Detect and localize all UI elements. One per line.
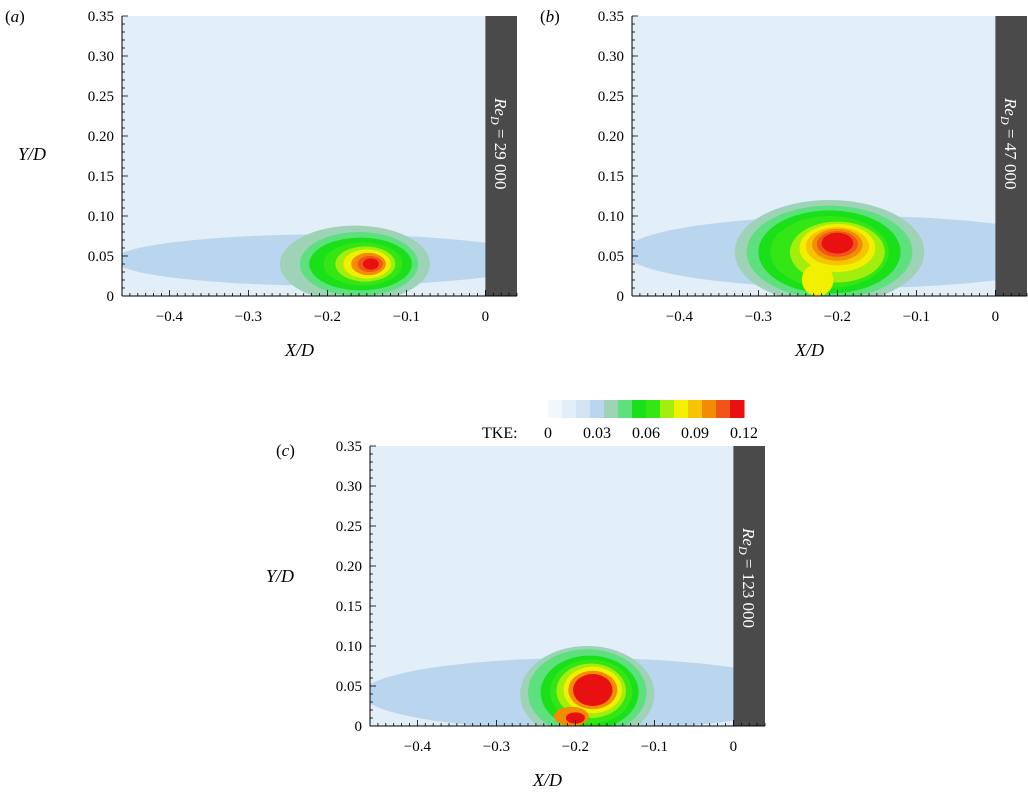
y-tick-label: 0.35 (598, 9, 624, 25)
y-tick-label: 0.15 (598, 169, 624, 185)
x-tick-label: 0 (992, 309, 1000, 325)
x-tick-label: −0.1 (393, 309, 420, 325)
y-axis-title: Y/D (266, 566, 294, 586)
y-tick-label: 0.05 (88, 249, 114, 265)
x-tick-label: −0.2 (314, 309, 341, 325)
panel-label: (b) (540, 7, 560, 26)
y-axis-title: Y/D (18, 144, 46, 164)
y-tick-label: 0.15 (336, 599, 362, 615)
x-tick-label: 0 (730, 739, 738, 755)
y-tick-label: 0.15 (88, 169, 114, 185)
colorbar-swatch (674, 400, 689, 418)
y-tick-label: 0.20 (336, 559, 362, 575)
tke-contour-level (573, 674, 613, 706)
tke-contour-level (821, 232, 854, 254)
colorbar-swatch (730, 400, 745, 418)
colorbar-swatch (548, 400, 563, 418)
cylinder-wall (485, 16, 517, 296)
colorbar-swatch (590, 400, 605, 418)
y-tick-label: 0.05 (336, 679, 362, 695)
tke-colorbar: TKE: 0 0.03 0.06 0.09 0.12 (482, 400, 758, 442)
x-tick-label: −0.1 (641, 739, 668, 755)
reynolds-annotation: ReD = 29 000 (488, 97, 510, 189)
colorbar-swatch (618, 400, 633, 418)
tke-contour-level (565, 712, 585, 724)
y-tick-label: 0.20 (598, 129, 624, 145)
colorbar-tick-label: 0.09 (681, 425, 709, 442)
y-tick-label: 0 (107, 289, 115, 305)
y-tick-label: 0.25 (88, 89, 114, 105)
x-tick-label: −0.4 (156, 309, 184, 325)
colorbar-title: TKE: (482, 425, 518, 442)
x-axis-title: X/D (532, 770, 562, 790)
colorbar-swatch (688, 400, 703, 418)
panel-b: ReD = 47 000 0 0.05 0.10 0.15 0.20 0.25 0.30 0.3… (540, 7, 1028, 360)
colorbar-swatch (576, 400, 591, 418)
reynolds-annotation: ReD = 47 000 (998, 97, 1020, 189)
reynolds-annotation: ReD = 123 000 (736, 527, 758, 628)
x-axis-title: X/D (284, 340, 314, 360)
colorbar-swatch (646, 400, 661, 418)
colorbar-swatch (632, 400, 647, 418)
colorbar-swatch (660, 400, 675, 418)
y-tick-label: 0.10 (88, 209, 114, 225)
y-tick-label: 0.35 (336, 439, 362, 455)
tke-contours (122, 225, 517, 296)
y-tick-label: 0.10 (598, 209, 624, 225)
y-tick-label: 0.35 (88, 9, 114, 25)
y-tick-label: 0.30 (598, 49, 624, 65)
panel-label: (c) (276, 441, 295, 460)
tke-contours (370, 646, 765, 726)
colorbar-tick-label: 0 (544, 425, 552, 442)
panel-label: (a) (5, 7, 25, 26)
x-tick-label: −0.3 (483, 739, 510, 755)
tke-contours (632, 200, 1027, 296)
colorbar-tick-label: 0.03 (583, 425, 611, 442)
colorbar-swatch (716, 400, 731, 418)
y-tick-label: 0.30 (336, 479, 362, 495)
colorbar-swatch (604, 400, 619, 418)
tke-contour-level (362, 258, 379, 270)
y-tick-label: 0.25 (598, 89, 624, 105)
x-tick-label: −0.4 (404, 739, 432, 755)
panel-c: ReD = 123 000 0 0.05 0.10 0.15 0.20 0.25 0.30 0.… (266, 439, 766, 790)
panel-a: ReD = 29 000 0 0.05 0.10 0.15 0.20 0.25 0.30 0.3… (5, 7, 518, 360)
x-tick-label: −0.3 (745, 309, 772, 325)
cylinder-wall (733, 446, 765, 726)
y-tick-label: 0.25 (336, 519, 362, 535)
colorbar-swatch (562, 400, 577, 418)
colorbar-tick-label: 0.06 (632, 425, 660, 442)
y-tick-label: 0.05 (598, 249, 624, 265)
y-tick-label: 0.30 (88, 49, 114, 65)
y-tick-label: 0.10 (336, 639, 362, 655)
x-tick-label: 0 (482, 309, 490, 325)
x-tick-label: −0.2 (562, 739, 589, 755)
y-tick-label: 0 (617, 289, 625, 305)
x-tick-label: −0.4 (666, 309, 694, 325)
y-tick-label: 0 (355, 719, 363, 735)
x-axis-title: X/D (794, 340, 824, 360)
y-tick-label: 0.20 (88, 129, 114, 145)
tke-contour-level (801, 264, 834, 296)
cylinder-wall (995, 16, 1027, 296)
x-tick-label: −0.1 (903, 309, 930, 325)
x-tick-label: −0.3 (235, 309, 262, 325)
colorbar-swatch (702, 400, 717, 418)
colorbar-tick-label: 0.12 (730, 425, 758, 442)
x-tick-label: −0.2 (824, 309, 851, 325)
